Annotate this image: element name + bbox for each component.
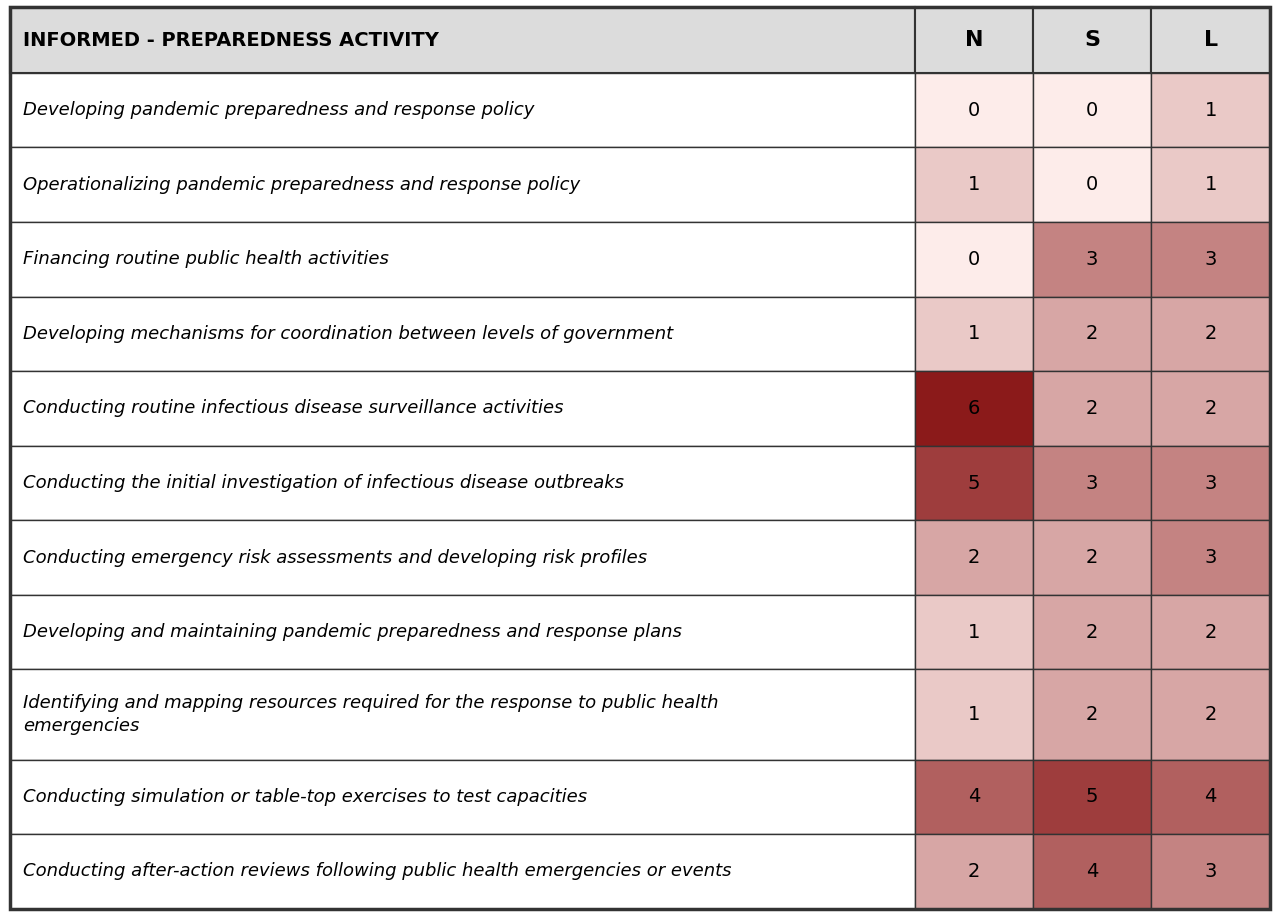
Bar [1033,670,1152,759]
Bar [915,670,1033,759]
Text: 2: 2 [1085,399,1098,418]
Bar [10,72,915,147]
Bar [1033,834,1152,909]
Text: 3: 3 [1204,548,1217,567]
Bar [915,7,1033,72]
Bar [10,759,915,834]
Text: Conducting simulation or table-top exercises to test capacities: Conducting simulation or table-top exerc… [23,788,588,806]
Text: Developing pandemic preparedness and response policy: Developing pandemic preparedness and res… [23,101,535,119]
Text: 5: 5 [1085,787,1098,806]
Bar [1152,297,1270,371]
Text: 2: 2 [968,862,980,881]
Text: 2: 2 [1204,324,1217,344]
Text: 1: 1 [968,705,980,724]
Bar [1152,371,1270,446]
Text: 1: 1 [1204,101,1217,120]
Bar [1152,670,1270,759]
Text: 1: 1 [1204,175,1217,194]
Bar [915,222,1033,297]
Text: 3: 3 [1085,250,1098,268]
Text: 2: 2 [1204,399,1217,418]
Text: Identifying and mapping resources required for the response to public health
eme: Identifying and mapping resources requir… [23,694,718,735]
Text: 2: 2 [1204,705,1217,724]
Text: 1: 1 [968,623,980,642]
Text: S: S [1084,30,1101,50]
Text: 3: 3 [1085,474,1098,493]
Bar [1152,72,1270,147]
Text: 2: 2 [1085,548,1098,567]
Text: 0: 0 [968,101,980,120]
Bar [1152,834,1270,909]
Bar [915,759,1033,834]
Text: 2: 2 [1085,623,1098,642]
Bar [10,670,915,759]
Text: Conducting emergency risk assessments and developing risk profiles: Conducting emergency risk assessments an… [23,549,648,567]
Text: 6: 6 [968,399,980,418]
Bar [1033,297,1152,371]
Bar [10,222,915,297]
Text: Conducting the initial investigation of infectious disease outbreaks: Conducting the initial investigation of … [23,474,625,492]
Text: Conducting after-action reviews following public health emergencies or events: Conducting after-action reviews followin… [23,862,732,880]
Text: Financing routine public health activities: Financing routine public health activiti… [23,250,389,268]
Text: 4: 4 [1204,787,1217,806]
Bar [915,446,1033,520]
Bar [915,72,1033,147]
Bar [915,371,1033,446]
Text: 3: 3 [1204,474,1217,493]
Bar [10,834,915,909]
Bar [1152,147,1270,222]
Bar [1033,147,1152,222]
Bar [1033,594,1152,670]
Bar [915,297,1033,371]
Bar [1033,7,1152,72]
Bar [1033,759,1152,834]
Text: 0: 0 [1085,175,1098,194]
Bar [10,7,915,72]
Bar [1033,72,1152,147]
Bar [915,834,1033,909]
Bar [915,520,1033,594]
Bar [1033,371,1152,446]
Text: 2: 2 [1204,623,1217,642]
Bar [1152,520,1270,594]
Text: 2: 2 [1085,324,1098,344]
Text: N: N [965,30,983,50]
Bar [1152,759,1270,834]
Text: 1: 1 [968,175,980,194]
Text: 3: 3 [1204,250,1217,268]
Bar [10,371,915,446]
Text: 3: 3 [1204,862,1217,881]
Bar [10,297,915,371]
Bar [1152,7,1270,72]
Bar [1033,446,1152,520]
Text: 5: 5 [968,474,980,493]
Text: 4: 4 [1085,862,1098,881]
Text: L: L [1203,30,1217,50]
Text: 1: 1 [968,324,980,344]
Text: Operationalizing pandemic preparedness and response policy: Operationalizing pandemic preparedness a… [23,176,580,193]
Text: 2: 2 [968,548,980,567]
Text: 2: 2 [1085,705,1098,724]
Bar [915,594,1033,670]
Bar [1033,222,1152,297]
Text: INFORMED - PREPAREDNESS ACTIVITY: INFORMED - PREPAREDNESS ACTIVITY [23,30,439,49]
Text: 0: 0 [1085,101,1098,120]
Text: Developing mechanisms for coordination between levels of government: Developing mechanisms for coordination b… [23,325,673,343]
Bar [10,446,915,520]
Bar [915,147,1033,222]
Bar [1033,520,1152,594]
Text: 0: 0 [968,250,980,268]
Text: 4: 4 [968,787,980,806]
Bar [1152,446,1270,520]
Bar [10,147,915,222]
Bar [1152,222,1270,297]
Bar [10,594,915,670]
Text: Developing and maintaining pandemic preparedness and response plans: Developing and maintaining pandemic prep… [23,623,682,641]
Bar [1152,594,1270,670]
Bar [10,520,915,594]
Text: Conducting routine infectious disease surveillance activities: Conducting routine infectious disease su… [23,399,563,418]
